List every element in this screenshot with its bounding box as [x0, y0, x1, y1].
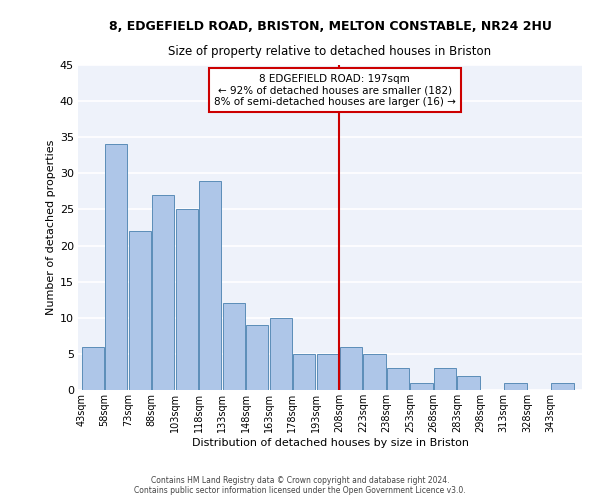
Bar: [246, 325, 268, 390]
Bar: [317, 354, 339, 390]
Text: Size of property relative to detached houses in Briston: Size of property relative to detached ho…: [169, 45, 491, 58]
Bar: [152, 195, 175, 390]
Bar: [223, 304, 245, 390]
Bar: [364, 354, 386, 390]
Bar: [82, 346, 104, 390]
Text: 8 EDGEFIELD ROAD: 197sqm
← 92% of detached houses are smaller (182)
8% of semi-d: 8 EDGEFIELD ROAD: 197sqm ← 92% of detach…: [214, 74, 455, 107]
Bar: [410, 383, 433, 390]
Bar: [551, 383, 574, 390]
Text: 8, EDGEFIELD ROAD, BRISTON, MELTON CONSTABLE, NR24 2HU: 8, EDGEFIELD ROAD, BRISTON, MELTON CONST…: [109, 20, 551, 33]
Bar: [176, 210, 198, 390]
Bar: [105, 144, 127, 390]
Bar: [434, 368, 456, 390]
Bar: [387, 368, 409, 390]
Y-axis label: Number of detached properties: Number of detached properties: [46, 140, 56, 315]
Bar: [269, 318, 292, 390]
Bar: [457, 376, 479, 390]
Bar: [340, 346, 362, 390]
Bar: [505, 383, 527, 390]
X-axis label: Distribution of detached houses by size in Briston: Distribution of detached houses by size …: [191, 438, 469, 448]
Bar: [199, 180, 221, 390]
Bar: [293, 354, 315, 390]
Bar: [129, 231, 151, 390]
Text: Contains HM Land Registry data © Crown copyright and database right 2024.
Contai: Contains HM Land Registry data © Crown c…: [134, 476, 466, 495]
